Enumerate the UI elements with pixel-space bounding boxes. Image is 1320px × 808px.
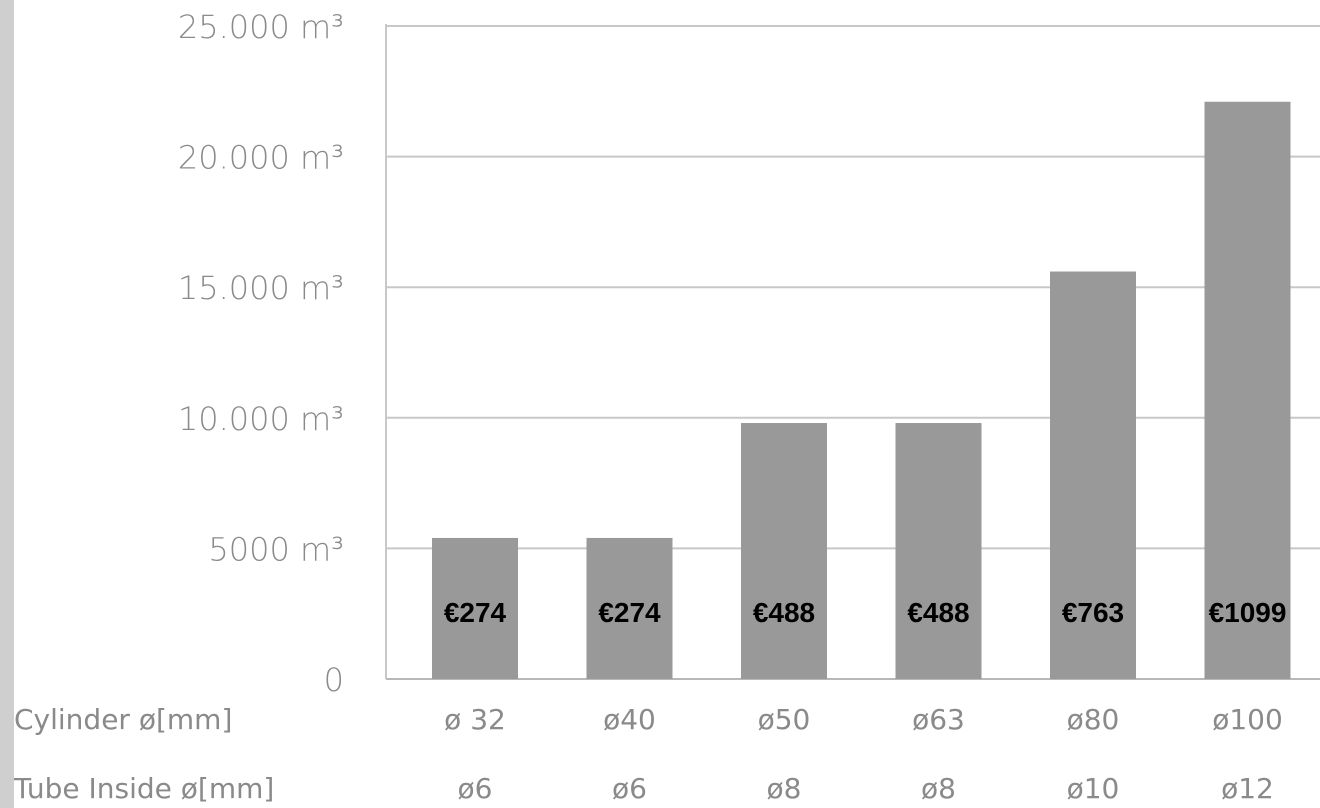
bar-price-label: €488 — [753, 597, 815, 628]
row-label-tube: Tube Inside ø[mm] — [14, 772, 274, 805]
x-tick-label-tube: ø8 — [767, 772, 802, 805]
row-label-cylinder: Cylinder ø[mm] — [14, 703, 232, 736]
y-tick-label: 5000 m³ — [208, 530, 344, 568]
bar-price-label: €274 — [444, 597, 507, 628]
y-tick-label: 25.000 m³ — [178, 8, 344, 46]
x-tick-label-tube: ø8 — [921, 772, 956, 805]
bar — [1204, 101, 1291, 680]
chart: 0 5000 m³ 10.000 m³ 15.000 m³ 20.000 m³ 25.00… — [14, 0, 1320, 808]
bar-price-label: €274 — [598, 597, 661, 628]
x-tick-label-cylinder: ø 32 — [444, 703, 506, 736]
bar — [432, 537, 518, 679]
x-tick-label-cylinder: ø63 — [912, 703, 965, 736]
bar — [741, 423, 827, 679]
x-tick-label-tube: ø6 — [612, 772, 647, 805]
y-tick-label: 15.000 m³ — [178, 269, 344, 307]
x-tick-label-cylinder: ø50 — [758, 703, 811, 736]
y-tick-label: 20.000 m³ — [178, 139, 344, 177]
bar-price-label: €1099 — [1209, 597, 1287, 628]
x-tick-label-cylinder: ø100 — [1212, 703, 1283, 736]
x-tick-label-cylinder: ø40 — [603, 703, 656, 736]
bar — [1050, 271, 1136, 679]
x-tick-label-tube: ø6 — [458, 772, 493, 805]
bar — [895, 423, 982, 679]
bar-price-label: €763 — [1062, 597, 1124, 628]
bar — [586, 537, 673, 679]
x-tick-label-tube: ø12 — [1221, 772, 1274, 805]
x-tick-label-cylinder: ø80 — [1067, 703, 1120, 736]
bar-price-label: €488 — [907, 597, 969, 628]
x-tick-label-tube: ø10 — [1067, 772, 1120, 805]
y-tick-label: 0 — [324, 661, 344, 699]
bar-chart-svg: 0 5000 m³ 10.000 m³ 15.000 m³ 20.000 m³ 25.00… — [14, 8, 1320, 805]
y-tick-label: 10.000 m³ — [178, 400, 344, 438]
